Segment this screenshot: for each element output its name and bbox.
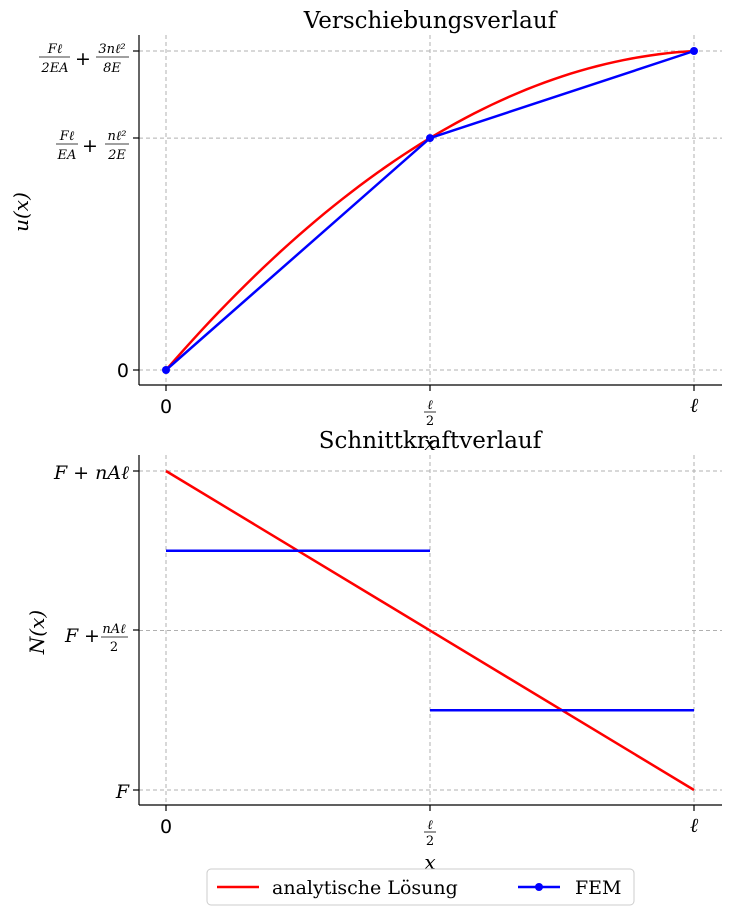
- top-xtick-label-0: 0: [160, 396, 172, 418]
- legend-frame: [206, 868, 635, 906]
- svg-text:EA: EA: [57, 148, 77, 163]
- top-series-fem-point-0: [162, 366, 170, 374]
- bottom-y-axis-label: N(x): [25, 610, 49, 655]
- svg-text:ℓ: ℓ: [427, 818, 433, 833]
- svg-text:8E: 8E: [103, 61, 121, 76]
- svg-text:nℓ²: nℓ²: [108, 129, 127, 144]
- bottom-chart-title: Schnittkraftverlauf: [319, 428, 543, 454]
- bottom-xtick-label-0: 0: [160, 816, 172, 838]
- top-series-layer: [162, 47, 698, 374]
- normal-force-plot: Schnittkraftverlauf F F + nAℓ 2 F + nAℓ …: [25, 428, 722, 874]
- bottom-ytick-label-1: F + nAℓ 2: [64, 622, 128, 655]
- svg-text:+: +: [75, 48, 91, 70]
- svg-text:+: +: [84, 625, 100, 647]
- bottom-ytick-label-2: F + nAℓ: [53, 462, 129, 484]
- bottom-xtick-label-2: ℓ: [690, 813, 699, 837]
- displacement-plot: Verschiebungsverlauf 0 Fℓ EA + nℓ² 2E Fℓ…: [9, 8, 722, 455]
- svg-text:2: 2: [426, 834, 434, 849]
- legend-label-fem: FEM: [575, 877, 622, 899]
- bottom-ytick-label-0: F: [115, 781, 130, 803]
- top-x-axis-label: x: [424, 431, 435, 455]
- legend-marker-fem: [535, 883, 543, 891]
- svg-text:Fℓ: Fℓ: [59, 129, 75, 144]
- bottom-series-analytic-line: [165, 469, 695, 792]
- top-chart-title: Verschiebungsverlauf: [303, 8, 558, 34]
- svg-text:Fℓ: Fℓ: [47, 42, 63, 57]
- svg-text:F: F: [64, 625, 79, 647]
- svg-text:ℓ: ℓ: [427, 398, 433, 413]
- top-y-axis-label: u(x): [9, 192, 33, 232]
- svg-text:3nℓ²: 3nℓ²: [98, 42, 125, 57]
- top-series-fem-point-2: [690, 47, 698, 55]
- top-xtick-label-1: ℓ 2: [424, 398, 436, 429]
- top-ytick-label-0: 0: [117, 360, 129, 382]
- top-ytick-label-1: Fℓ EA + nℓ² 2E: [56, 129, 129, 163]
- legend-label-analytic: analytische Lösung: [272, 877, 458, 899]
- bottom-x-axis-label: x: [424, 850, 435, 874]
- legend: analytische Lösung FEM: [206, 868, 635, 906]
- svg-text:2: 2: [110, 640, 118, 655]
- svg-text:2: 2: [426, 414, 434, 429]
- bottom-series-layer: [165, 469, 695, 792]
- bottom-xtick-label-1: ℓ 2: [424, 818, 436, 849]
- top-xtick-label-2: ℓ: [690, 393, 699, 417]
- top-series-fem-point-1: [426, 134, 434, 143]
- top-gridlines: [139, 35, 722, 385]
- svg-text:+: +: [82, 135, 98, 157]
- svg-text:nAℓ: nAℓ: [102, 622, 126, 637]
- top-ytick-label-2: Fℓ 2EA + 3nℓ² 8E: [39, 42, 129, 76]
- svg-text:2E: 2E: [107, 148, 126, 163]
- svg-text:F + nAℓ: F + nAℓ: [53, 462, 129, 484]
- svg-text:2EA: 2EA: [40, 61, 68, 76]
